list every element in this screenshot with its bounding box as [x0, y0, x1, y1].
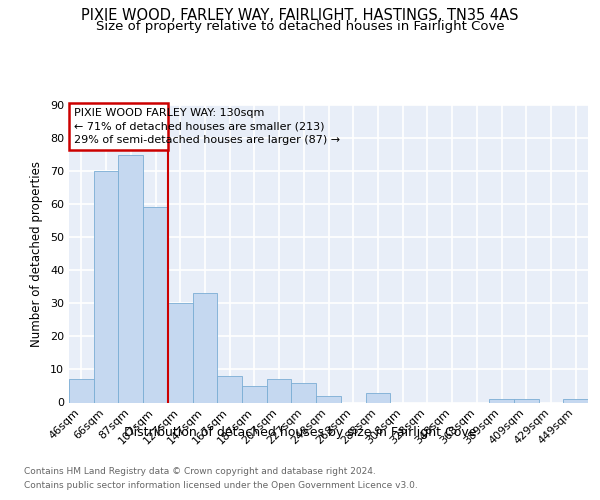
Text: Contains HM Land Registry data © Crown copyright and database right 2024.
Contai: Contains HM Land Registry data © Crown c…: [24, 468, 418, 489]
Bar: [365, 392, 390, 402]
Bar: [292, 382, 316, 402]
Y-axis label: Number of detached properties: Number of detached properties: [30, 161, 43, 347]
Bar: [267, 380, 292, 402]
Text: Distribution of detached houses by size in Fairlight Cove: Distribution of detached houses by size …: [124, 426, 476, 439]
Bar: [143, 208, 168, 402]
Bar: [193, 294, 217, 403]
Bar: [168, 304, 193, 402]
Text: PIXIE WOOD, FARLEY WAY, FAIRLIGHT, HASTINGS, TN35 4AS: PIXIE WOOD, FARLEY WAY, FAIRLIGHT, HASTI…: [81, 8, 519, 22]
Bar: [217, 376, 242, 402]
Bar: [242, 386, 267, 402]
Bar: [514, 399, 539, 402]
Bar: [316, 396, 341, 402]
Bar: [563, 399, 588, 402]
Bar: [69, 380, 94, 402]
Text: ← 71% of detached houses are smaller (213): ← 71% of detached houses are smaller (21…: [74, 122, 325, 132]
Text: Size of property relative to detached houses in Fairlight Cove: Size of property relative to detached ho…: [95, 20, 505, 33]
Text: 29% of semi-detached houses are larger (87) →: 29% of semi-detached houses are larger (…: [74, 134, 340, 145]
Bar: [94, 171, 118, 402]
FancyBboxPatch shape: [69, 104, 168, 150]
Text: PIXIE WOOD FARLEY WAY: 130sqm: PIXIE WOOD FARLEY WAY: 130sqm: [74, 108, 265, 118]
Bar: [489, 399, 514, 402]
Bar: [118, 154, 143, 402]
